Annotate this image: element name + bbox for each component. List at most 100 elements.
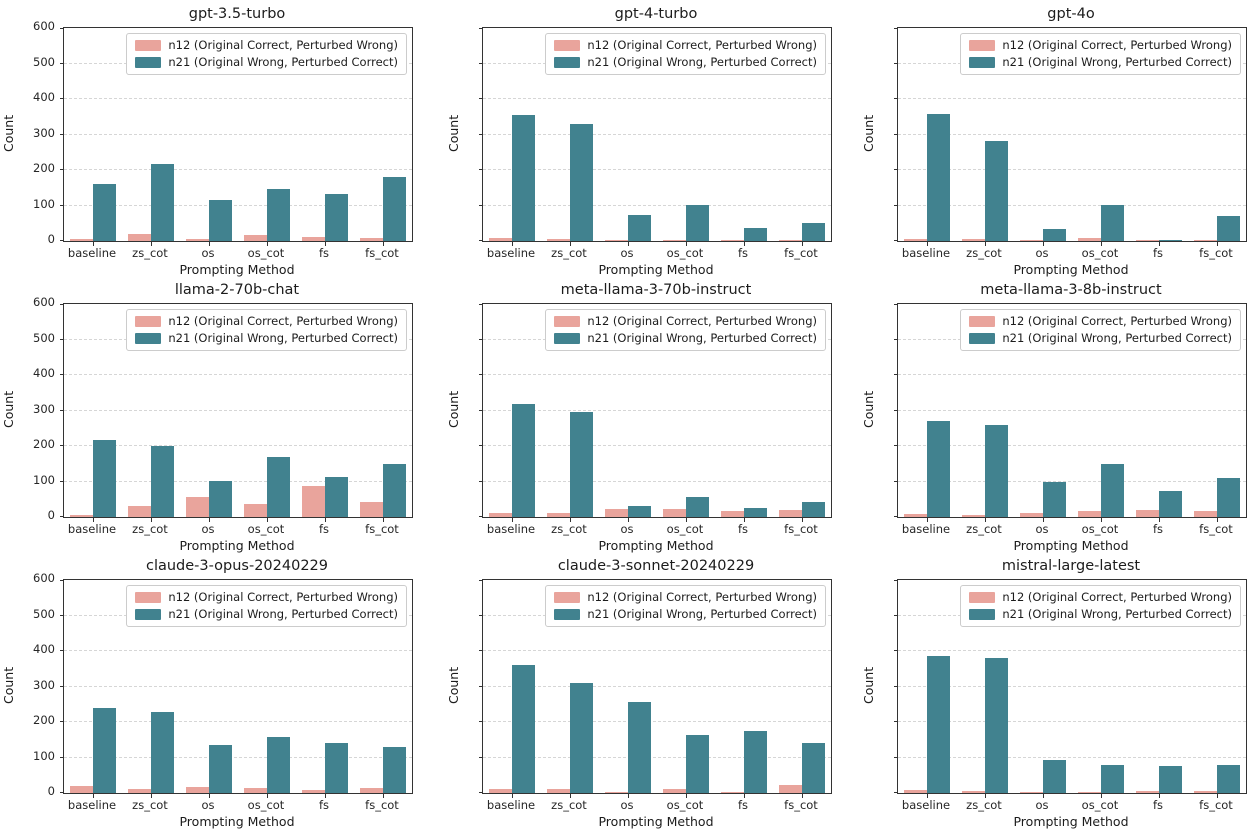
bar-n12: [489, 238, 512, 241]
bar-n21: [151, 164, 174, 241]
bar-n12: [547, 789, 570, 793]
bar-n12: [779, 240, 802, 241]
gridline: [64, 685, 412, 687]
x-tick-mark: [686, 518, 687, 522]
legend-item: n12 (Original Correct, Perturbed Wrong): [554, 591, 817, 604]
bar-n21: [686, 497, 709, 517]
bar-n21: [628, 506, 651, 517]
gridline: [64, 480, 412, 482]
y-tick-mark: [60, 409, 64, 411]
plot-wrap: n12 (Original Correct, Perturbed Wrong) n…: [1, 19, 413, 277]
bar-n21: [325, 743, 348, 793]
bar-n21: [267, 457, 290, 517]
y-tick-mark: [479, 62, 483, 64]
legend-swatch-n21: [969, 609, 996, 620]
subplot: gpt-4-turbo n12 (Original Correct, Pertur…: [418, 0, 837, 277]
x-tick-label: zs_cot: [966, 522, 1002, 536]
y-tick-mark: [894, 169, 898, 170]
y-tick-label: 100: [33, 472, 55, 487]
y-tick-mark: [894, 28, 898, 29]
chart-title: llama-2-70b-chat: [174, 282, 300, 298]
legend-label: n21 (Original Wrong, Perturbed Correct): [168, 331, 398, 345]
chart-title: gpt-4o: [1047, 6, 1095, 22]
y-axis-label: Count: [861, 114, 876, 153]
y-tick-mark: [894, 304, 898, 305]
x-tick-mark: [1159, 518, 1160, 522]
plot-area: n12 (Original Correct, Perturbed Wrong) n…: [60, 27, 413, 246]
y-tick-mark: [60, 580, 64, 581]
bar-n21: [686, 735, 709, 793]
y-tick-mark: [479, 409, 483, 411]
gridline: [483, 685, 831, 687]
bar-n12: [1136, 510, 1159, 517]
bar-n12: [1078, 511, 1101, 517]
bar-n21: [744, 508, 767, 517]
y-axis-label: Count: [1, 114, 16, 153]
legend-label: n12 (Original Correct, Perturbed Wrong): [168, 38, 398, 52]
x-tick-label: fs: [318, 246, 330, 260]
plot-area: n12 (Original Correct, Perturbed Wrong) n…: [479, 579, 832, 798]
x-tick-label: zs_cot: [551, 246, 587, 260]
y-tick-mark: [894, 685, 898, 687]
bar-n12: [360, 788, 383, 793]
x-tick-mark: [628, 794, 629, 798]
legend-label: n12 (Original Correct, Perturbed Wrong): [168, 590, 398, 604]
plot-wrap: n12 (Original Correct, Perturbed Wrong) n…: [446, 27, 832, 277]
gridline: [483, 756, 831, 758]
bar-n21: [686, 205, 709, 241]
x-tick-mark: [1043, 242, 1044, 246]
x-tick-mark: [744, 794, 745, 798]
x-tick-mark: [267, 242, 268, 246]
x-tick-label: baseline: [67, 798, 117, 812]
bar-n12: [1078, 792, 1101, 793]
x-tick-mark: [744, 518, 745, 522]
y-tick-label: 500: [33, 606, 55, 621]
legend-item: n12 (Original Correct, Perturbed Wrong): [135, 591, 398, 604]
bar-n12: [721, 240, 744, 241]
y-tick-mark: [479, 374, 483, 375]
plot-wrap: n12 (Original Correct, Perturbed Wrong) n…: [861, 579, 1247, 829]
y-tick-mark: [894, 98, 898, 99]
x-tick-mark: [570, 794, 571, 798]
bar-n21: [209, 200, 232, 241]
y-tick-mark: [479, 338, 483, 340]
bar-n12: [904, 239, 927, 241]
x-tick-mark: [985, 242, 986, 246]
y-tick-mark: [60, 374, 64, 375]
y-tick-mark: [894, 62, 898, 64]
bar-n12: [1136, 791, 1159, 793]
legend-swatch-n21: [135, 333, 162, 344]
y-tick-mark: [60, 756, 64, 758]
bar-n21: [628, 215, 651, 241]
gridline: [483, 204, 831, 206]
gridline: [898, 685, 1246, 687]
bar-n21: [325, 194, 348, 241]
x-tick-label: zs_cot: [132, 798, 168, 812]
x-tick-label: os: [620, 798, 634, 812]
bar-n12: [721, 511, 744, 517]
gridline: [898, 480, 1246, 482]
y-tick-mark: [479, 133, 483, 135]
x-tick-mark: [985, 518, 986, 522]
x-tick-mark: [1101, 794, 1102, 798]
y-tick-mark: [479, 240, 483, 241]
x-axis-label: Prompting Method: [179, 262, 295, 277]
x-tick-mark: [325, 242, 326, 246]
x-tick-label: os: [620, 246, 634, 260]
legend-swatch-n21: [554, 57, 581, 68]
y-tick-mark: [60, 169, 64, 170]
y-tick-mark: [479, 516, 483, 517]
legend-item: n12 (Original Correct, Perturbed Wrong): [554, 315, 817, 328]
plot-wrap: n12 (Original Correct, Perturbed Wrong) n…: [861, 27, 1247, 277]
y-tick-mark: [894, 756, 898, 758]
y-tick-mark: [479, 204, 483, 206]
x-tick-mark: [93, 518, 94, 522]
y-axis-label: Count: [1, 666, 16, 705]
chart-title: mistral-large-latest: [1001, 558, 1141, 574]
bar-n21: [267, 737, 290, 793]
gridline: [483, 133, 831, 135]
legend-swatch-n12: [969, 592, 996, 603]
x-tick-mark: [686, 794, 687, 798]
x-tick-mark: [93, 242, 94, 246]
